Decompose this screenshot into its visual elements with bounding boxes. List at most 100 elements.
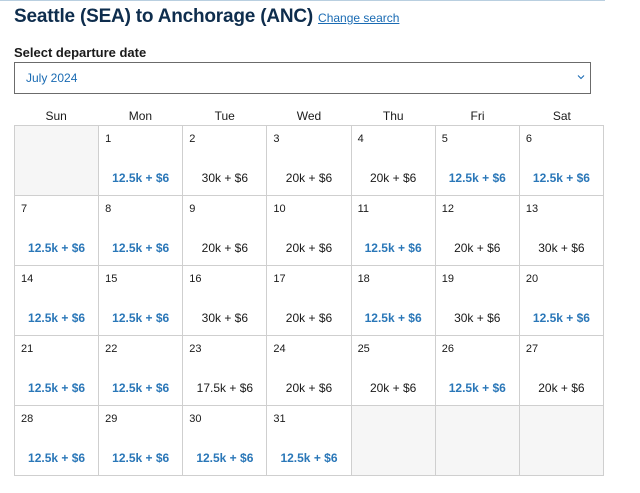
day-number: 14	[21, 273, 34, 285]
calendar-day-15[interactable]: 15 12.5k + $6	[99, 266, 184, 336]
calendar-day-26[interactable]: 26 12.5k + $6	[435, 336, 520, 406]
day-number: 3	[273, 133, 280, 145]
calendar-empty-cell	[15, 126, 100, 196]
lowest-fare-price: 12.5k + $6	[112, 451, 170, 465]
fare-price: 30k + $6	[454, 311, 501, 325]
day-number: 30	[189, 413, 202, 425]
day-number: 25	[357, 343, 370, 355]
calendar-day-13[interactable]: 13 30k + $6	[519, 196, 604, 266]
calendar-day-8[interactable]: 8 12.5k + $6	[99, 196, 184, 266]
calendar-day-9[interactable]: 9 20k + $6	[183, 196, 268, 266]
day-number: 11	[357, 203, 369, 215]
calendar-empty-cell	[435, 406, 520, 476]
day-number: 23	[189, 343, 202, 355]
fare-price: 30k + $6	[201, 311, 249, 325]
weekday-sat: Sat	[552, 109, 571, 123]
lowest-fare-price: 12.5k + $6	[112, 381, 170, 395]
fare-calendar-grid: 1 12.5k + $6 2 30k + $6 3 20k + $6 4 20k + $6 5 1…	[14, 125, 604, 476]
lowest-fare-price: 12.5k + $6	[112, 171, 170, 185]
fare-price: 20k + $6	[285, 241, 333, 255]
calendar-day-18[interactable]: 18 12.5k + $6	[351, 266, 436, 336]
fare-price: 20k + $6	[201, 241, 249, 255]
calendar-day-7[interactable]: 7 12.5k + $6	[15, 196, 100, 266]
calendar-day-12[interactable]: 12 20k + $6	[435, 196, 520, 266]
departure-month-select[interactable]: July 2024	[14, 62, 591, 94]
page-title: Seattle (SEA) to Anchorage (ANC)	[14, 6, 314, 27]
lowest-fare-price: 12.5k + $6	[28, 241, 86, 255]
calendar-day-10[interactable]: 10 20k + $6	[267, 196, 352, 266]
weekday-fri: Fri	[470, 109, 485, 123]
lowest-fare-price: 12.5k + $6	[448, 171, 506, 185]
lowest-fare-price: 12.5k + $6	[196, 451, 254, 465]
day-number: 10	[273, 203, 286, 215]
change-search-link[interactable]: Change search	[318, 11, 400, 25]
calendar-day-19[interactable]: 19 30k + $6	[435, 266, 520, 336]
calendar-day-2[interactable]: 2 30k + $6	[183, 126, 268, 196]
fare-price: 20k + $6	[369, 171, 417, 185]
weekday-tue: Tue	[214, 109, 235, 123]
chevron-down-icon	[577, 75, 585, 80]
weekday-mon: Mon	[128, 109, 153, 123]
day-number: 29	[105, 413, 118, 425]
lowest-fare-price: 12.5k + $6	[112, 311, 170, 325]
calendar-day-24[interactable]: 24 20k + $6	[267, 336, 352, 406]
calendar-empty-cell	[519, 406, 604, 476]
day-number: 16	[189, 273, 202, 285]
fare-price: 20k + $6	[538, 381, 585, 395]
calendar-day-14[interactable]: 14 12.5k + $6	[15, 266, 100, 336]
lowest-fare-price: 12.5k + $6	[280, 451, 338, 465]
day-number: 2	[189, 133, 196, 145]
calendar-day-5[interactable]: 5 12.5k + $6	[435, 126, 520, 196]
calendar-day-21[interactable]: 21 12.5k + $6	[15, 336, 100, 406]
calendar-day-1[interactable]: 1 12.5k + $6	[99, 126, 184, 196]
calendar-day-11[interactable]: 11 12.5k + $6	[351, 196, 436, 266]
calendar-day-6[interactable]: 6 12.5k + $6	[519, 126, 604, 196]
day-number: 31	[273, 413, 286, 425]
day-number: 1	[105, 133, 112, 145]
day-number: 28	[21, 413, 34, 425]
calendar-day-29[interactable]: 29 12.5k + $6	[99, 406, 184, 476]
calendar-day-3[interactable]: 3 20k + $6	[267, 126, 352, 196]
day-number: 19	[441, 273, 454, 285]
weekday-wed: Wed	[296, 109, 322, 123]
top-divider	[0, 0, 605, 1]
calendar-empty-cell	[351, 406, 436, 476]
lowest-fare-price: 12.5k + $6	[28, 451, 86, 465]
fare-price: 20k + $6	[285, 381, 333, 395]
day-number: 17	[273, 273, 286, 285]
fare-price: 20k + $6	[285, 311, 333, 325]
page-header: Seattle (SEA) to Anchorage (ANC) Change …	[14, 6, 399, 28]
fare-price: 17.5k + $6	[196, 381, 254, 395]
lowest-fare-price: 12.5k + $6	[28, 381, 86, 395]
day-number: 5	[441, 133, 448, 145]
calendar-day-20[interactable]: 20 12.5k + $6	[519, 266, 604, 336]
day-number: 18	[357, 273, 370, 285]
calendar-day-4[interactable]: 4 20k + $6	[351, 126, 436, 196]
weekday-header-row: Sun Mon Tue Wed Thu Fri Sat	[14, 109, 604, 123]
lowest-fare-price: 12.5k + $6	[364, 311, 422, 325]
calendar-day-16[interactable]: 16 30k + $6	[183, 266, 268, 336]
day-number: 22	[105, 343, 118, 355]
lowest-fare-price: 12.5k + $6	[448, 381, 506, 395]
day-number: 21	[21, 343, 34, 355]
day-number: 27	[525, 343, 539, 355]
calendar-day-27[interactable]: 27 20k + $6	[519, 336, 604, 406]
lowest-fare-price: 12.5k + $6	[112, 241, 170, 255]
fare-price: 30k + $6	[538, 241, 585, 255]
calendar-day-30[interactable]: 30 12.5k + $6	[183, 406, 268, 476]
day-number: 26	[441, 343, 454, 355]
lowest-fare-price: 12.5k + $6	[532, 311, 590, 325]
weekday-thu: Thu	[382, 109, 404, 123]
calendar-day-31[interactable]: 31 12.5k + $6	[267, 406, 352, 476]
departure-date-label: Select departure date	[14, 45, 147, 60]
departure-month-value: July 2024	[26, 71, 78, 85]
calendar-day-22[interactable]: 22 12.5k + $6	[99, 336, 184, 406]
day-number: 24	[273, 343, 286, 355]
calendar-day-25[interactable]: 25 20k + $6	[351, 336, 436, 406]
calendar-day-28[interactable]: 28 12.5k + $6	[15, 406, 100, 476]
calendar-day-23[interactable]: 23 17.5k + $6	[183, 336, 268, 406]
fare-price: 30k + $6	[201, 171, 249, 185]
day-number: 6	[525, 133, 532, 145]
lowest-fare-price: 12.5k + $6	[28, 311, 86, 325]
calendar-day-17[interactable]: 17 20k + $6	[267, 266, 352, 336]
